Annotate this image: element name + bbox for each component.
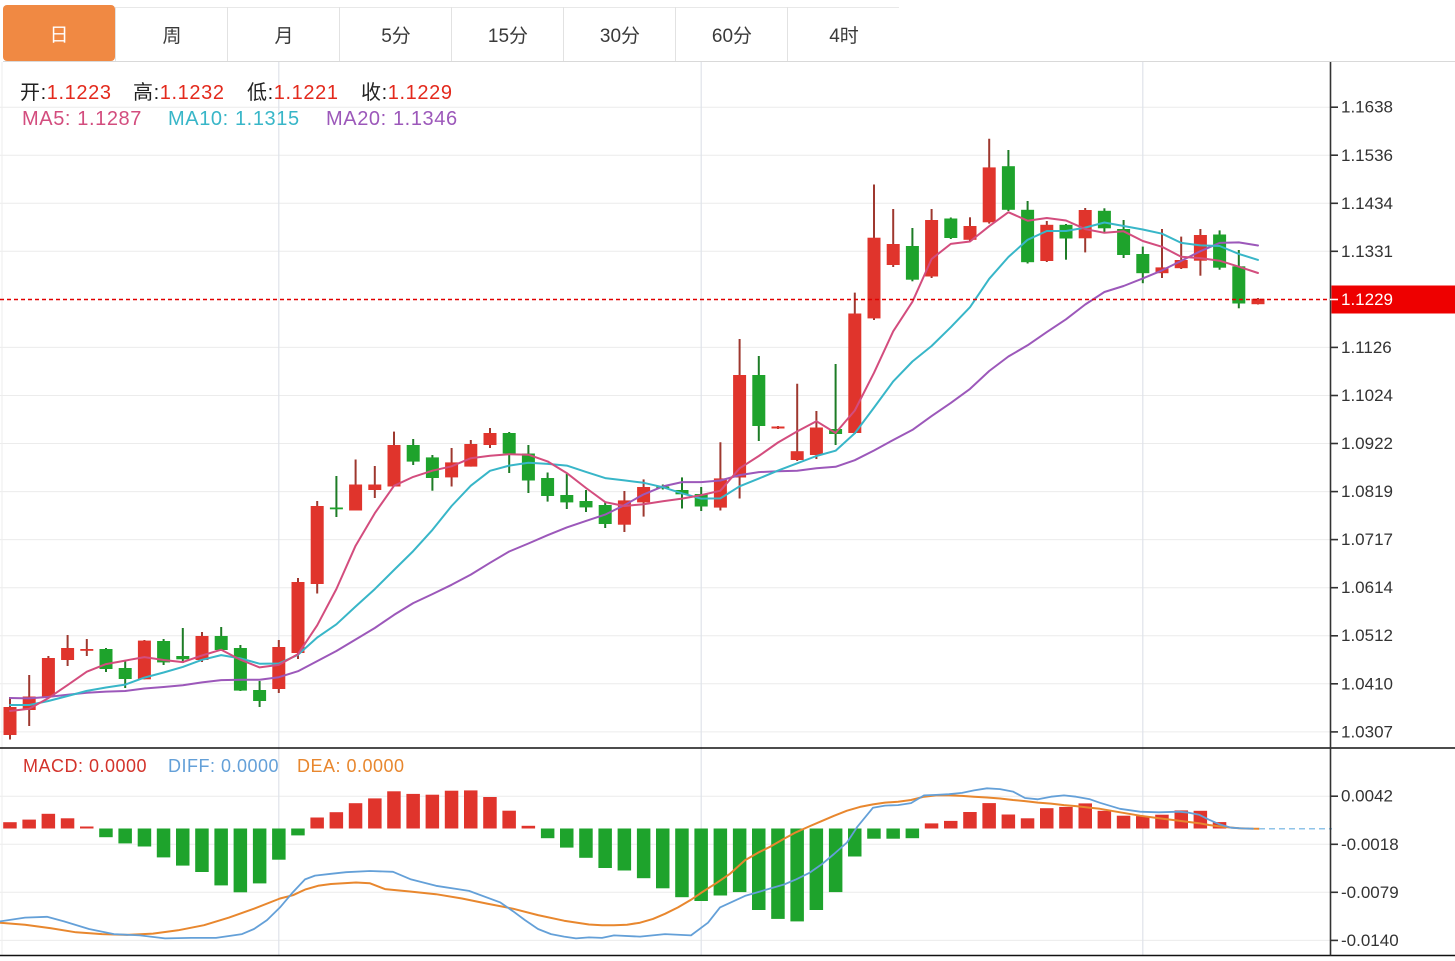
svg-text:1.0307: 1.0307	[1341, 722, 1393, 741]
svg-text:1.0922: 1.0922	[1341, 434, 1393, 453]
svg-text:1.0614: 1.0614	[1341, 578, 1393, 597]
svg-text:1.1536: 1.1536	[1341, 146, 1393, 165]
svg-text:1.1434: 1.1434	[1341, 194, 1393, 213]
svg-text:-0.0079: -0.0079	[1341, 883, 1399, 902]
svg-text:0.0042: 0.0042	[1341, 787, 1393, 806]
svg-text:-0.0018: -0.0018	[1341, 835, 1399, 854]
svg-text:1.1126: 1.1126	[1341, 338, 1392, 357]
svg-text:-0.0140: -0.0140	[1341, 931, 1399, 950]
svg-text:1.1331: 1.1331	[1341, 242, 1393, 261]
svg-text:1.0819: 1.0819	[1341, 482, 1393, 501]
svg-text:1.0717: 1.0717	[1341, 530, 1393, 549]
svg-text:1.0410: 1.0410	[1341, 674, 1393, 693]
svg-text:1.0512: 1.0512	[1341, 626, 1393, 645]
svg-text:1.1229: 1.1229	[1341, 290, 1393, 309]
svg-text:1.1638: 1.1638	[1341, 98, 1393, 117]
svg-text:1.1024: 1.1024	[1341, 386, 1393, 405]
